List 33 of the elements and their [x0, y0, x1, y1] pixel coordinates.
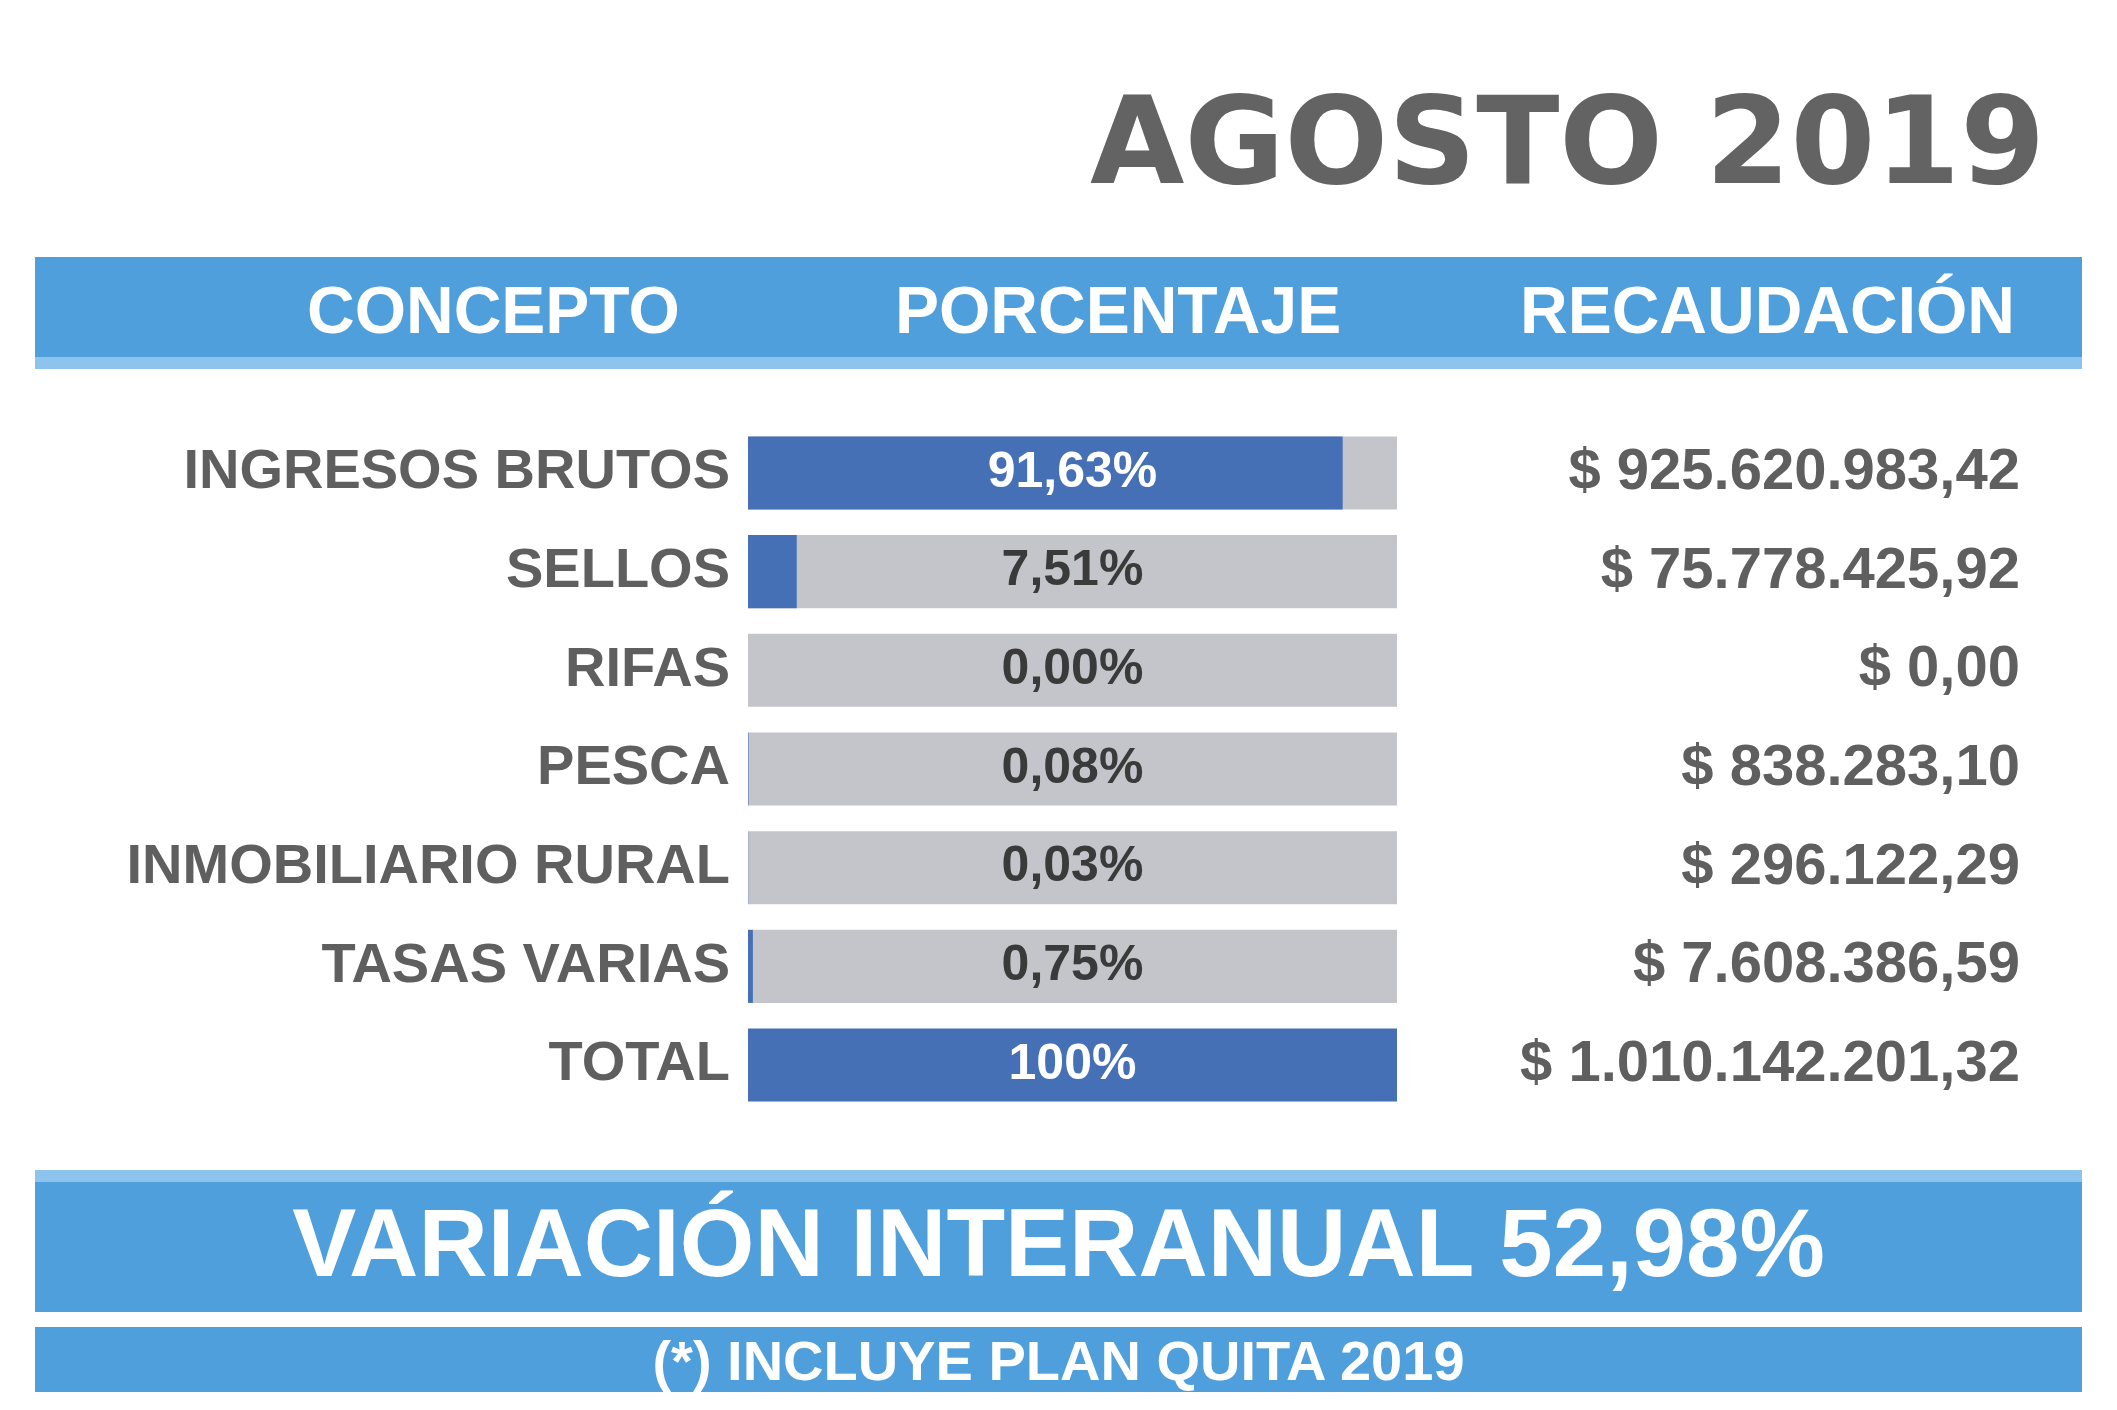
bar — [748, 831, 1397, 905]
y-tick-label: SELLOS — [505, 536, 730, 600]
text: $ 7.608.386,59 — [1632, 929, 2020, 995]
text: $ 1.010.142.201,32 — [1520, 1028, 2020, 1094]
y-axis-title: CONCEPTO — [307, 272, 680, 348]
text: $ 0,00 — [1858, 633, 2020, 699]
data-label: 0,08% — [1001, 737, 1144, 794]
data-label: 0,00% — [1001, 639, 1144, 696]
x-axis-title: PORCENTAJE — [895, 272, 1342, 348]
text: RECAUDACIÓN — [1520, 272, 2015, 348]
chart-title: AGOSTO 2019 — [1090, 70, 2046, 212]
bar — [748, 732, 1397, 806]
text: $ 838.283,10 — [1681, 732, 2020, 797]
text: VARIACIÓN INTERANUAL 52,98% — [291, 1188, 1826, 1298]
text: (*) INCLUYE PLAN QUITA 2019 — [35, 1328, 2082, 1393]
bar — [748, 929, 753, 1003]
bar — [748, 633, 1397, 707]
data-label: 0,75% — [1001, 935, 1144, 992]
text: $ 75.778.425,92 — [1600, 534, 2020, 600]
bar — [748, 535, 797, 609]
data-label: 0,03% — [1001, 836, 1144, 893]
text: $ 296.122,29 — [1681, 830, 2020, 896]
y-tick-label: PESCA — [537, 733, 730, 797]
y-tick-label: RIFAS — [565, 634, 730, 698]
text: $ 925.620.983,42 — [1568, 435, 2020, 501]
data-label: 91,63% — [987, 441, 1158, 498]
y-tick-label: TOTAL — [548, 1029, 730, 1093]
data-label: 7,51% — [1001, 540, 1144, 597]
y-tick-label: INMOBILIARIO RURAL — [126, 832, 730, 896]
y-tick-label: INGRESOS BRUTOS — [183, 437, 730, 501]
y-tick-label: TASAS VARIAS — [321, 930, 730, 994]
data-label: 100% — [1008, 1033, 1137, 1090]
bar — [748, 1028, 1397, 1102]
